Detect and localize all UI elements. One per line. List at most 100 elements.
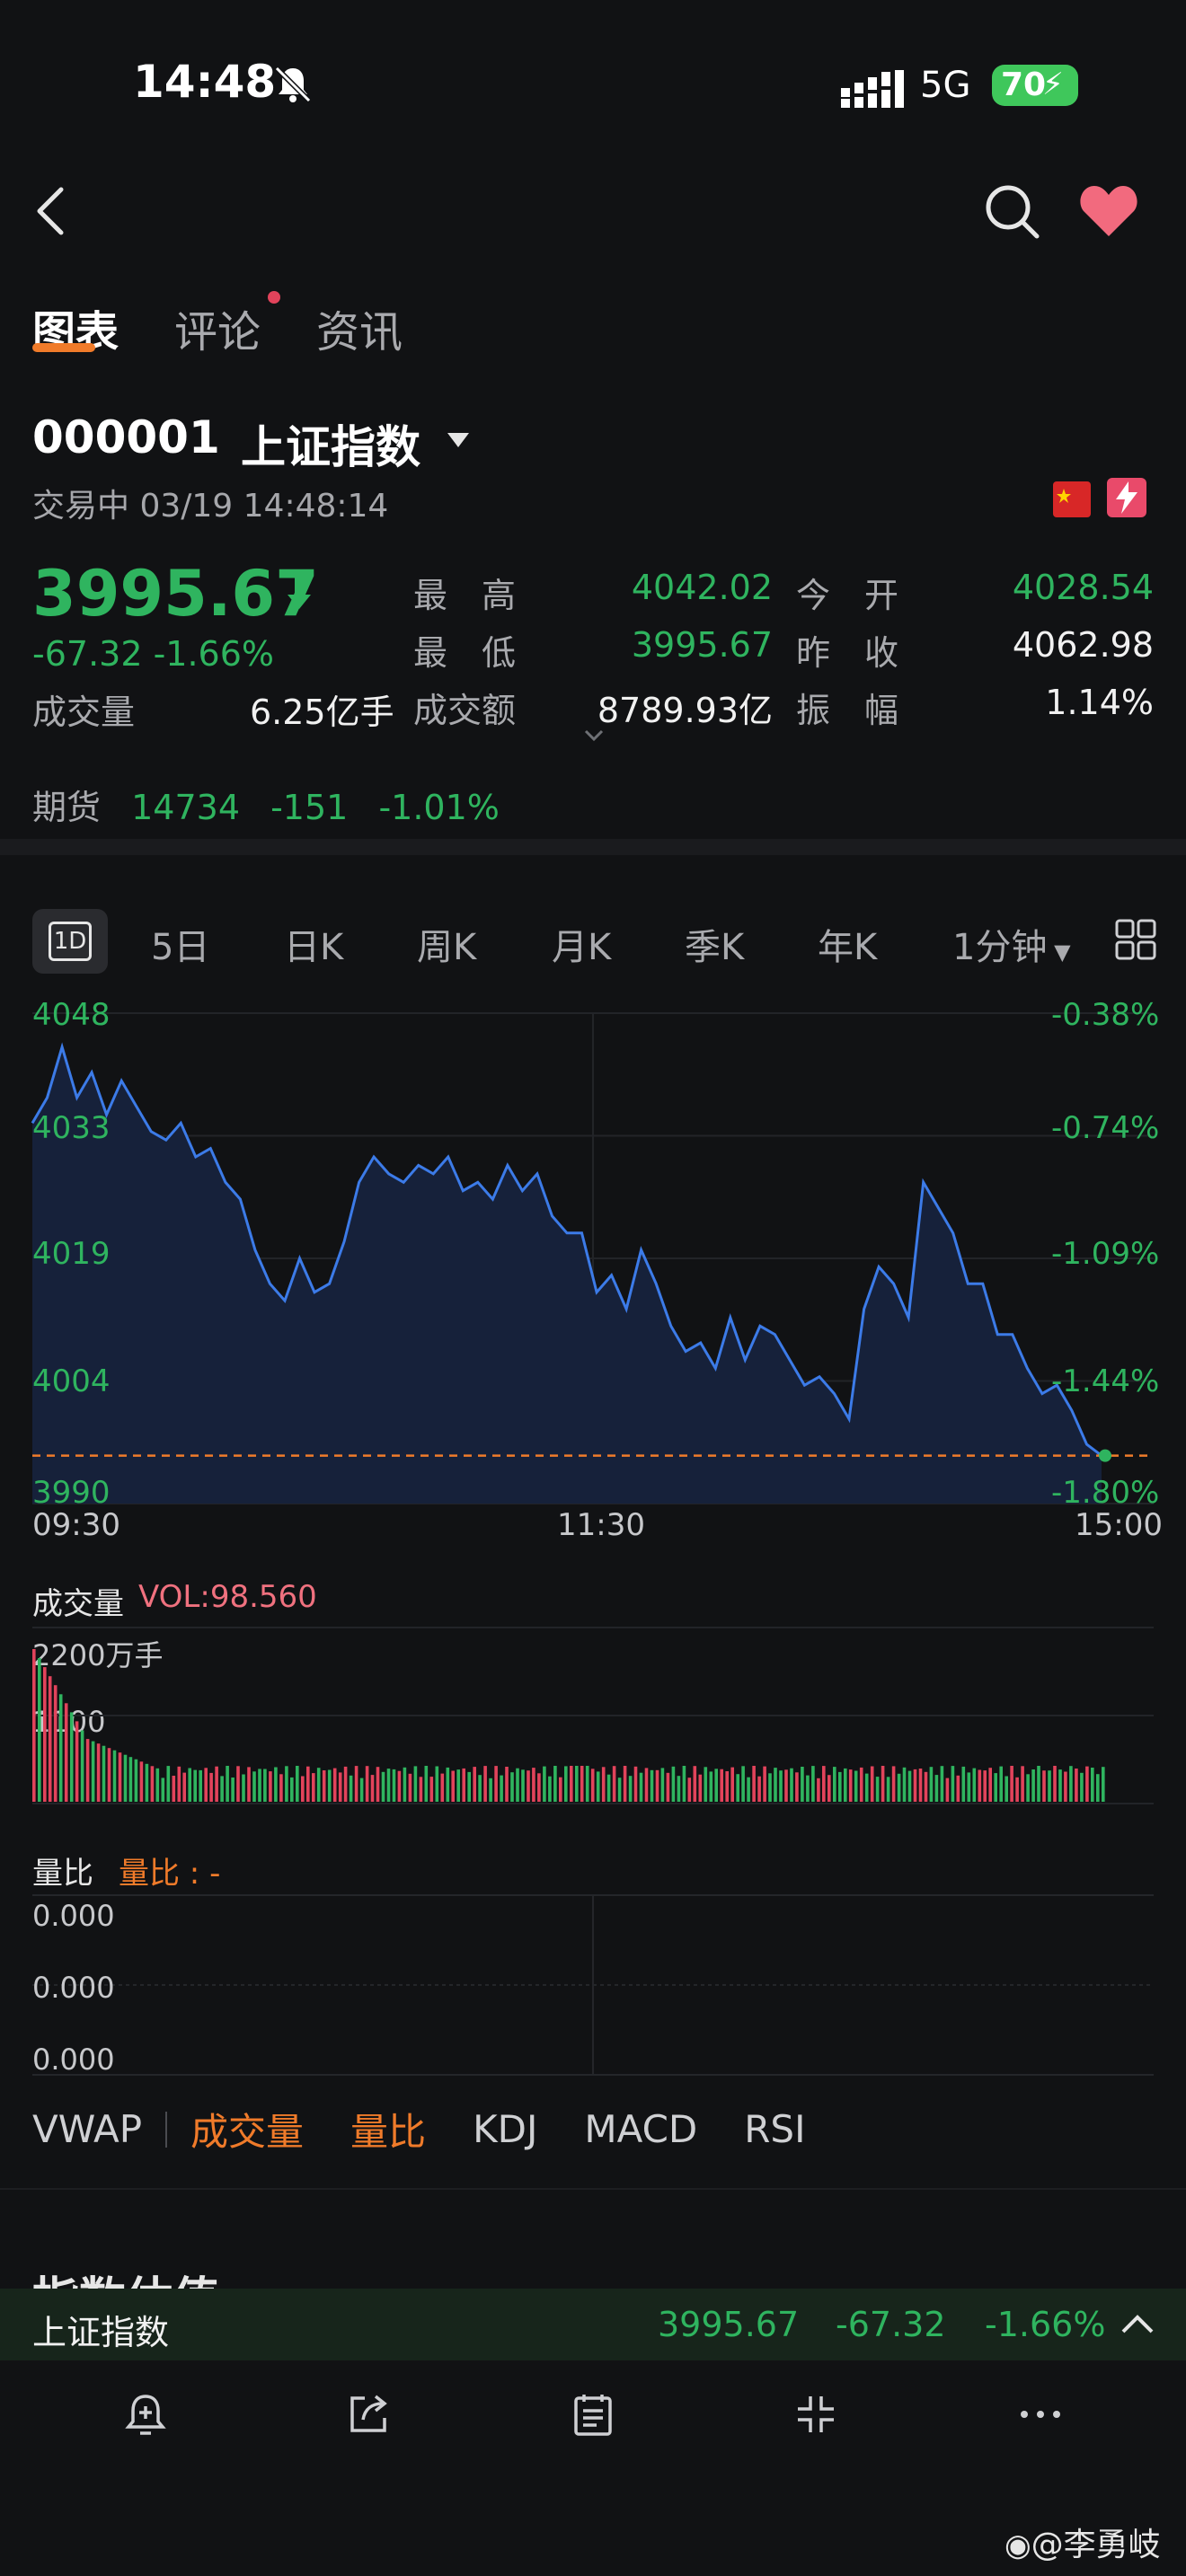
volume-bar bbox=[537, 1773, 541, 1802]
china-flag-icon bbox=[1053, 481, 1091, 517]
volume-bar bbox=[43, 1667, 47, 1802]
indicator-separator bbox=[165, 2111, 168, 2148]
indicator-kdj[interactable]: KDJ bbox=[473, 2107, 538, 2151]
bottom-ticker-bar[interactable] bbox=[0, 2289, 1186, 2360]
tab-5day[interactable]: 5日 bbox=[151, 927, 210, 968]
volume-bar bbox=[107, 1748, 111, 1802]
favorite-heart-icon[interactable] bbox=[1078, 184, 1139, 238]
tab-news[interactable]: 资讯 bbox=[316, 307, 403, 357]
futures-label: 期货 bbox=[32, 788, 102, 827]
volume-bar bbox=[64, 1703, 68, 1802]
search-icon[interactable] bbox=[983, 182, 1040, 240]
indicator-ratio[interactable]: 量比 bbox=[350, 2110, 427, 2154]
volume-bar bbox=[988, 1768, 992, 1802]
volume-bar bbox=[838, 1771, 842, 1802]
expand-chevron-icon[interactable] bbox=[584, 729, 604, 742]
tab-1min-label: 1分钟 bbox=[952, 927, 1048, 968]
futures-change: -151 bbox=[270, 788, 349, 827]
tab-comments[interactable]: 评论 bbox=[174, 307, 261, 357]
note-icon[interactable] bbox=[568, 2389, 618, 2439]
stat-amplitude-value: 1.14% bbox=[1045, 683, 1154, 722]
volume-bar bbox=[983, 1770, 987, 1802]
volume-bar bbox=[682, 1766, 686, 1802]
volume-bar bbox=[972, 1768, 977, 1802]
volume-bar bbox=[112, 1750, 117, 1802]
more-icon[interactable] bbox=[1015, 2389, 1066, 2439]
volume-bar bbox=[516, 1768, 519, 1802]
stat-open-value: 4028.54 bbox=[1012, 568, 1154, 607]
tab-1min[interactable]: 1分钟 ▼ bbox=[952, 918, 1071, 970]
volume-bar bbox=[870, 1766, 874, 1802]
volume-bar bbox=[451, 1770, 455, 1802]
volume-bar bbox=[601, 1767, 606, 1802]
caret-down-icon[interactable] bbox=[446, 431, 471, 449]
volume-bar bbox=[269, 1771, 272, 1802]
volume-bar bbox=[978, 1769, 982, 1802]
alarm-add-icon[interactable] bbox=[120, 2389, 171, 2439]
indicator-rsi[interactable]: RSI bbox=[744, 2107, 806, 2151]
volume-bar bbox=[784, 1769, 788, 1802]
tab-1d[interactable]: 1D bbox=[32, 909, 108, 974]
volume-bar bbox=[370, 1775, 375, 1802]
volume-bar bbox=[913, 1769, 917, 1802]
volume-bar bbox=[1042, 1770, 1046, 1802]
stock-name[interactable]: 上证指数 bbox=[241, 421, 420, 473]
stat-prevclose-label: 昨 收 bbox=[796, 633, 899, 673]
price-change: -67.32 -1.66% bbox=[32, 634, 275, 674]
indicator-volume[interactable]: 成交量 bbox=[190, 2110, 305, 2154]
indicator-vwap[interactable]: VWAP bbox=[32, 2107, 143, 2151]
volume-bar bbox=[134, 1759, 138, 1802]
volume-bar bbox=[801, 1767, 804, 1802]
volume-bar bbox=[570, 1766, 573, 1802]
intraday-price-chart[interactable] bbox=[0, 988, 1186, 1563]
y-tick-3: 4019 bbox=[32, 1236, 111, 1272]
volume-bar bbox=[296, 1766, 299, 1802]
volume-bar bbox=[242, 1774, 245, 1802]
volume-bar bbox=[274, 1767, 278, 1802]
section-divider-2 bbox=[0, 2188, 1186, 2190]
indicator-macd[interactable]: MACD bbox=[584, 2107, 698, 2151]
volume-bar bbox=[924, 1771, 928, 1802]
volume-bar bbox=[38, 1658, 41, 1802]
volume-value: 6.25亿手 bbox=[250, 693, 394, 732]
stat-turnover-label: 成交额 bbox=[413, 691, 517, 730]
volume-bar bbox=[58, 1694, 63, 1802]
layout-grid-icon[interactable] bbox=[1114, 918, 1157, 961]
volume-bar bbox=[1085, 1766, 1089, 1802]
back-icon[interactable] bbox=[32, 184, 68, 238]
futures-pct: -1.01% bbox=[378, 788, 500, 827]
futures-row[interactable]: 期货 14734 -151 -1.01% bbox=[32, 780, 500, 829]
tab-week-k[interactable]: 周K bbox=[417, 927, 477, 968]
collapse-icon[interactable] bbox=[791, 2389, 841, 2439]
tab-day-k[interactable]: 日K bbox=[284, 927, 344, 968]
one-day-icon: 1D bbox=[49, 922, 92, 961]
stat-prevclose-value: 4062.98 bbox=[1012, 625, 1154, 665]
lightning-icon[interactable] bbox=[1107, 478, 1146, 517]
volume-bar bbox=[489, 1778, 492, 1802]
volume-bar bbox=[1037, 1766, 1040, 1802]
volume-bar bbox=[316, 1768, 321, 1802]
tab-month-k[interactable]: 月K bbox=[552, 927, 612, 968]
volume-bar bbox=[639, 1772, 643, 1802]
volume-bar bbox=[795, 1772, 799, 1802]
chevron-up-icon[interactable] bbox=[1120, 2310, 1155, 2337]
volume-bar bbox=[397, 1770, 402, 1802]
ratio-value-text: 量比 : - bbox=[119, 1856, 221, 1892]
volume-bar bbox=[376, 1767, 380, 1802]
stat-turnover-value: 8789.93亿 bbox=[597, 691, 773, 730]
price-line bbox=[31, 1042, 1102, 1457]
volume-bar bbox=[671, 1766, 676, 1802]
volume-tick-max: 2200万手 bbox=[32, 1638, 164, 1672]
tab-year-k[interactable]: 年K bbox=[818, 927, 878, 968]
index-valuation-title[interactable]: 指数估值 bbox=[32, 2262, 219, 2289]
volume-bar bbox=[102, 1745, 106, 1802]
tab-quarter-k[interactable]: 季K bbox=[685, 927, 745, 968]
volume-bar bbox=[301, 1776, 305, 1802]
volume-bar bbox=[408, 1773, 412, 1802]
share-icon[interactable] bbox=[343, 2389, 394, 2439]
bottom-ticker-name: 上证指数 bbox=[32, 2313, 170, 2352]
volume-bar bbox=[96, 1743, 101, 1802]
ratio-tick-1: 0.000 bbox=[32, 1899, 115, 1933]
volume-bar bbox=[811, 1766, 815, 1802]
volume-label: 成交量 bbox=[32, 693, 136, 732]
